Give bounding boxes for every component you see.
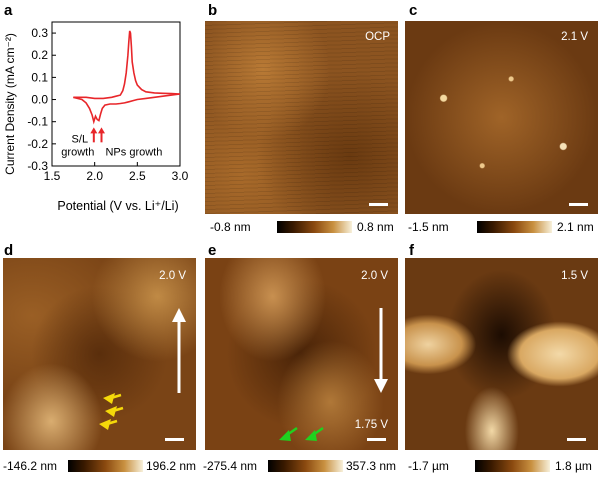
y-tick-label: 0.2 bbox=[31, 48, 48, 62]
colorbar-c: -1.5 nm 2.1 nm bbox=[405, 219, 600, 235]
colorbar-b-max: 0.8 nm bbox=[357, 220, 394, 234]
afm-image-f: 1.5 V bbox=[405, 258, 598, 450]
colorbar-f-gradient bbox=[475, 460, 550, 472]
y-tick-label: -0.2 bbox=[27, 137, 48, 151]
y-tick-label: 0.3 bbox=[31, 26, 48, 40]
afm-condition-e: 2.0 V bbox=[361, 270, 388, 282]
scan-direction-arrowhead-e bbox=[374, 379, 388, 393]
colorbar-e-min: -275.4 nm bbox=[203, 459, 258, 473]
colorbar-d-gradient bbox=[68, 460, 143, 472]
yellow-arrow-2 bbox=[105, 406, 117, 417]
scale-bar-f bbox=[567, 438, 586, 441]
cv-chart: 1.5 2.0 2.5 3.0 -0.3 -0.2 -0.1 0.0 0.1 0.2 0.3 S/… bbox=[3, 21, 189, 213]
afm-image-c: 2.1 V bbox=[405, 21, 598, 214]
annotation-arrowhead-2 bbox=[97, 127, 105, 134]
y-tick-label: 0.1 bbox=[31, 70, 48, 84]
y-tick-label: 0.0 bbox=[31, 93, 48, 107]
panel-label-f: f bbox=[409, 242, 414, 259]
colorbar-e-gradient bbox=[268, 460, 343, 472]
colorbar-d: -146.2 nm 196.2 nm bbox=[3, 458, 200, 474]
scale-bar-d bbox=[165, 438, 184, 441]
scale-bar-c bbox=[569, 203, 588, 206]
afm-markers-d bbox=[99, 308, 186, 430]
afm-markers-e bbox=[279, 308, 388, 441]
x-axis-label: Potential (V vs. Li⁺/Li) bbox=[57, 199, 178, 213]
scale-bar-b bbox=[369, 203, 388, 206]
scan-direction-arrowhead-d bbox=[172, 308, 186, 322]
panel-label-a: a bbox=[4, 2, 13, 19]
annotation-arrowhead-1 bbox=[90, 127, 98, 134]
cv-series-1 bbox=[73, 93, 181, 125]
yellow-arrow-1 bbox=[103, 393, 115, 404]
colorbar-c-max: 2.1 nm bbox=[557, 220, 594, 234]
annotation-nps-label: NPs growth bbox=[105, 146, 162, 158]
afm-condition-f: 1.5 V bbox=[561, 270, 588, 282]
y-tick-label: -0.3 bbox=[27, 159, 48, 173]
annotation-sl-label: S/L bbox=[72, 133, 89, 145]
colorbar-f-max: 1.8 µm bbox=[555, 459, 592, 473]
colorbar-e-max: 357.3 nm bbox=[346, 459, 397, 473]
panel-label-d: d bbox=[4, 242, 14, 259]
green-arrow-1 bbox=[279, 430, 291, 441]
colorbar-d-max: 196.2 nm bbox=[146, 459, 197, 473]
afm-image-e: 2.0 V 1.75 V bbox=[205, 258, 398, 450]
afm-condition-d: 2.0 V bbox=[159, 270, 186, 282]
y-tick-label: -0.1 bbox=[27, 115, 48, 129]
afm-image-b: OCP bbox=[205, 21, 398, 214]
colorbar-d-min: -146.2 nm bbox=[3, 459, 58, 473]
colorbar-b-min: -0.8 nm bbox=[210, 220, 251, 234]
x-tick-label: 1.5 bbox=[44, 169, 61, 183]
panel-label-e: e bbox=[208, 242, 217, 259]
y-axis-label: Current Density (mA cm⁻²) bbox=[3, 33, 17, 175]
x-tick-label: 2.5 bbox=[129, 169, 146, 183]
green-arrow-2 bbox=[305, 430, 317, 441]
colorbar-c-min: -1.5 nm bbox=[408, 220, 449, 234]
afm-condition-c: 2.1 V bbox=[561, 31, 588, 43]
afm-condition-b: OCP bbox=[365, 31, 390, 43]
scale-bar-e bbox=[367, 438, 386, 441]
cv-series-2 bbox=[73, 30, 181, 100]
annotation-sl-label-line2: growth bbox=[61, 146, 94, 158]
x-tick-label: 2.0 bbox=[86, 169, 103, 183]
colorbar-f: -1.7 µm 1.8 µm bbox=[405, 458, 600, 474]
colorbar-b: -0.8 nm 0.8 nm bbox=[205, 219, 400, 235]
colorbar-b-gradient bbox=[277, 221, 352, 233]
colorbar-c-gradient bbox=[477, 221, 552, 233]
panel-label-b: b bbox=[208, 2, 218, 19]
afm-condition-e-end: 1.75 V bbox=[354, 419, 388, 431]
colorbar-f-min: -1.7 µm bbox=[408, 459, 449, 473]
afm-image-d: 2.0 V bbox=[3, 258, 196, 450]
yellow-arrow-3 bbox=[99, 419, 111, 430]
colorbar-e: -275.4 nm 357.3 nm bbox=[203, 458, 400, 474]
x-tick-label: 3.0 bbox=[172, 169, 189, 183]
panel-label-c: c bbox=[409, 2, 418, 19]
